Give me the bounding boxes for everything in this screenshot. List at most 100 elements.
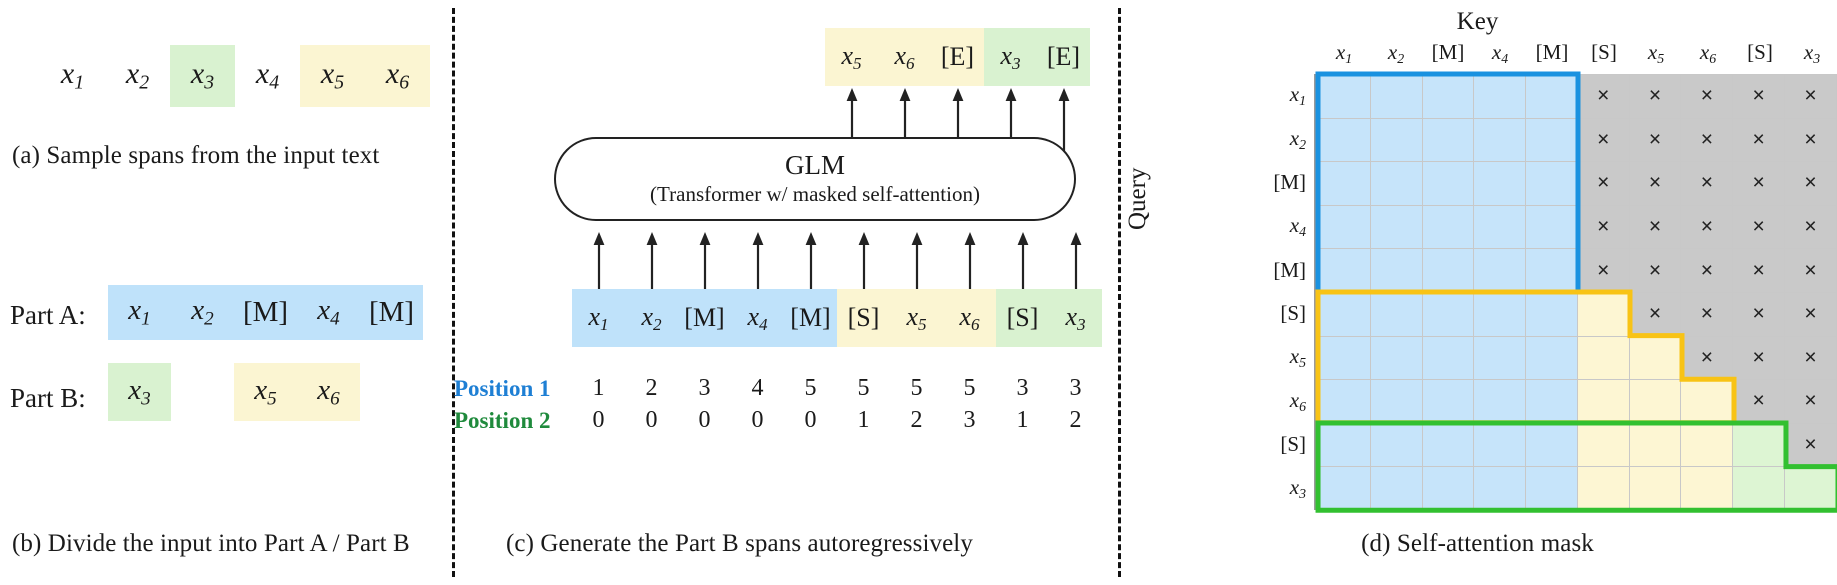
mask-cell-visible [1473, 204, 1527, 250]
panel-a-token: x6 [365, 45, 430, 107]
mask-grid-wrapper: × × × × × × × × × × × × × × × × × × × × × × × × × × × × × × × × × × × [1315, 71, 1837, 513]
output-span-group: x3 [E] [984, 28, 1090, 86]
mask-cell-visible [1680, 422, 1734, 468]
position-2-value: 0 [645, 407, 658, 433]
mask-row [1318, 466, 1837, 511]
position-1-label: Position 1 [454, 376, 551, 401]
panel-c: x5 x6 [E] x3 [E] GLM (Transformer w/ masked … [452, 0, 1118, 585]
mask-cell-visible [1576, 335, 1630, 381]
mask-cell-blocked: × [1784, 74, 1837, 119]
mask-cell-visible [1369, 161, 1423, 206]
panel-a-caption: (a) Sample spans from the input text [12, 142, 380, 169]
mask-cell-visible [1318, 117, 1371, 163]
glm-input-token-row: x1 x2 [M] x4 [M] [S] x5 x6 [S] x3 [572, 289, 1102, 347]
mask-cell-visible [1318, 379, 1371, 424]
mask-cell-blocked: × [1628, 74, 1682, 119]
position-1-value: 5 [963, 375, 976, 401]
glm-input-token: x4 [747, 301, 768, 334]
position-2-value: 2 [910, 407, 923, 433]
input-span-group: x1 x2 [M] x4 [M] [572, 289, 837, 347]
position-2-value: 0 [751, 407, 764, 433]
mask-column-header: x5 [1647, 40, 1665, 66]
mask-cell-visible [1369, 335, 1423, 381]
mask-cell-visible [1369, 291, 1423, 337]
mask-cell-visible [1421, 248, 1475, 293]
mask-row-header: [M] [1273, 257, 1306, 282]
mask-cell-visible [1369, 422, 1423, 468]
mask-row-header: [M] [1273, 170, 1306, 195]
mask-cell-visible [1421, 74, 1475, 119]
mask-cell-visible [1525, 335, 1578, 381]
mask-row: × × × × × [1318, 248, 1837, 293]
position-1-value: 4 [751, 375, 764, 401]
position-2-values: 0 0 0 0 0 1 2 3 1 2 [572, 407, 1102, 434]
mask-cell-blocked: × [1732, 379, 1786, 424]
position-1-value: 5 [804, 375, 817, 401]
glm-output-token: x5 [841, 40, 862, 73]
mask-column-header: x4 [1491, 40, 1509, 66]
mask-cell-blocked: × [1628, 117, 1682, 163]
mask-cell-blocked: × [1680, 248, 1734, 293]
part-b-token: x3 [108, 363, 171, 421]
mask-cell-blocked: × [1732, 204, 1786, 250]
mask-cell-visible [1421, 204, 1475, 250]
mask-row: × × × × × [1318, 74, 1837, 119]
mask-cell-blocked: × [1732, 74, 1786, 119]
part-a-label: Part A: [10, 300, 86, 330]
mask-row: × × × × × [1318, 204, 1837, 250]
mask-row: × × × × × [1318, 161, 1837, 206]
mask-cell-blocked: × [1576, 248, 1630, 293]
yellow-span-outline [1315, 289, 1737, 426]
glm-output-token-row: x5 x6 [E] x3 [E] [825, 28, 1090, 86]
glm-input-token: [S] [1006, 303, 1039, 332]
mask-cell-visible [1473, 379, 1527, 424]
mask-cell-visible [1525, 74, 1578, 119]
glm-input-token: x3 [1065, 301, 1086, 334]
mask-cell-blocked: × [1680, 117, 1734, 163]
mask-row: × × × × [1318, 291, 1837, 337]
mask-cell-visible [1369, 117, 1423, 163]
mask-cell-visible [1525, 422, 1578, 468]
mask-left-rule [1314, 74, 1316, 510]
mask-cell-visible [1628, 422, 1682, 468]
mask-cell-visible [1680, 466, 1734, 511]
mask-cell-visible [1525, 291, 1578, 337]
mask-column-header: [M] [1535, 40, 1569, 64]
glm-input-token: x2 [641, 301, 662, 334]
mask-row-header: x1 [1289, 82, 1306, 109]
mask-cell-visible [1421, 335, 1475, 381]
position-2-value: 1 [1016, 407, 1029, 433]
input-span-group: [S] x5 x6 [837, 289, 996, 347]
mask-column-header: [S] [1747, 40, 1773, 64]
position-1-values: 1 2 3 4 5 5 5 5 3 3 [572, 375, 1102, 402]
position-2-value: 2 [1069, 407, 1082, 433]
mask-row-header: x4 [1289, 213, 1306, 240]
mask-column-header: x6 [1699, 40, 1717, 66]
position-2-value: 1 [857, 407, 870, 433]
mask-cell-blocked: × [1732, 291, 1786, 337]
glm-input-token: [M] [684, 303, 725, 332]
mask-row-headers: x1 x2 [M] x4 [M] [S] x5 x6 [S] x3 [1236, 74, 1312, 510]
mask-cell-visible [1369, 379, 1423, 424]
mask-cell-visible [1318, 335, 1371, 381]
mask-cell-visible [1525, 161, 1578, 206]
position-1-value: 3 [698, 375, 711, 401]
mask-cell-blocked: × [1784, 335, 1837, 381]
position-2-value: 0 [698, 407, 711, 433]
mask-cell-blocked: × [1732, 335, 1786, 381]
part-a-token: x1 [128, 294, 151, 330]
mask-cell-visible [1473, 291, 1527, 337]
glm-title: GLM [785, 150, 845, 181]
part-b-token [171, 363, 234, 421]
position-2-value: 0 [592, 407, 605, 433]
mask-cell-visible [1732, 466, 1786, 511]
mask-cell-visible [1318, 466, 1371, 511]
mask-cell-blocked: × [1732, 117, 1786, 163]
mask-row-header: [S] [1280, 301, 1306, 326]
mask-cell-blocked: × [1732, 161, 1786, 206]
panel-a: x1 x2 x3 x4 x5 x6 (a) Sample spans from the i… [0, 0, 452, 230]
mask-row: × × × [1318, 335, 1837, 381]
glm-input-token: x6 [959, 301, 980, 334]
part-b-token: x6 [297, 363, 360, 421]
panel-a-token: x1 [60, 57, 85, 94]
